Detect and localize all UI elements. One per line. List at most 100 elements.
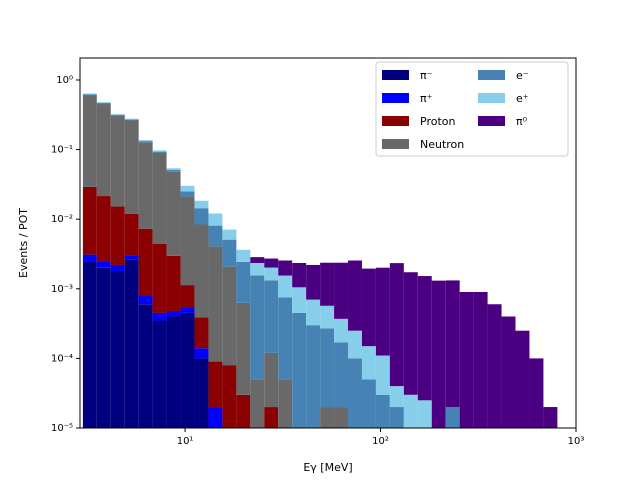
hist-bar bbox=[138, 295, 153, 305]
legend-box bbox=[375, 61, 569, 157]
hist-bar bbox=[361, 268, 376, 347]
hist-bar bbox=[208, 225, 223, 247]
hist-bar bbox=[138, 142, 153, 229]
hist-bar bbox=[152, 243, 167, 313]
hist-bar bbox=[459, 291, 474, 428]
hist-bar bbox=[543, 407, 558, 428]
legend-swatch bbox=[382, 116, 409, 126]
hist-bar bbox=[194, 208, 209, 225]
hist-bar bbox=[236, 302, 251, 395]
hist-bar bbox=[417, 400, 432, 428]
hist-bar bbox=[166, 316, 181, 428]
hist-bar bbox=[348, 260, 362, 331]
hist-bar bbox=[124, 119, 139, 121]
hist-bar bbox=[236, 249, 251, 262]
x-tick-label: 10² bbox=[372, 436, 389, 447]
legend-label: Proton bbox=[420, 115, 455, 128]
plot-frame bbox=[79, 57, 577, 429]
legend-swatch bbox=[478, 116, 505, 126]
hist-bar bbox=[194, 200, 209, 209]
hist-bar bbox=[124, 255, 139, 260]
hist-bar bbox=[194, 317, 209, 349]
hist-bar bbox=[320, 262, 335, 306]
hist-bar bbox=[334, 342, 349, 408]
hist-bar bbox=[278, 260, 293, 276]
y-tick-label: 10⁻⁵ bbox=[51, 423, 73, 434]
hist-bar bbox=[222, 239, 237, 267]
legend-swatch bbox=[382, 139, 409, 149]
hist-bar bbox=[445, 280, 460, 408]
hist-bar bbox=[96, 196, 111, 262]
legend-swatch bbox=[382, 70, 409, 80]
hist-bar bbox=[138, 141, 153, 143]
hist-bar bbox=[180, 191, 195, 197]
hist-bar bbox=[320, 305, 335, 329]
y-tick-label: 10⁻¹ bbox=[51, 145, 73, 156]
hist-bar bbox=[306, 325, 321, 428]
legend-swatch bbox=[382, 93, 409, 103]
hist-bar bbox=[431, 280, 446, 428]
hist-bar bbox=[152, 312, 167, 321]
hist-bar bbox=[292, 312, 307, 428]
hist-bar bbox=[110, 206, 125, 265]
hist-bar bbox=[389, 263, 404, 387]
hist-bar bbox=[361, 379, 376, 428]
hist-bar bbox=[264, 407, 279, 428]
hist-bar bbox=[320, 407, 335, 428]
hist-bar bbox=[278, 379, 293, 428]
hist-bar bbox=[82, 186, 97, 255]
hist-bar bbox=[194, 224, 209, 318]
hist-bar bbox=[96, 103, 111, 105]
hist-bar bbox=[250, 262, 265, 276]
hist-bar bbox=[348, 358, 362, 428]
hist-bar bbox=[320, 328, 335, 408]
y-axis-label: Events / POT bbox=[17, 208, 30, 278]
hist-bar bbox=[306, 264, 321, 300]
hist-bar bbox=[110, 115, 125, 207]
hist-bar bbox=[208, 361, 223, 408]
legend-label: Neutron bbox=[420, 138, 464, 151]
hist-bar bbox=[208, 407, 223, 428]
hist-bar bbox=[138, 304, 153, 428]
hist-bar bbox=[138, 140, 153, 142]
hist-bar bbox=[152, 151, 167, 153]
hist-bar bbox=[348, 330, 362, 359]
hist-bar bbox=[264, 258, 279, 268]
hist-bar bbox=[180, 196, 195, 286]
hist-bar bbox=[208, 213, 223, 226]
hist-bar bbox=[124, 259, 139, 428]
x-axis-label: Eγ [MeV] bbox=[303, 461, 352, 474]
legend-swatch bbox=[478, 93, 505, 103]
hist-bar bbox=[236, 261, 251, 303]
hist-bar bbox=[166, 255, 181, 311]
hist-bar bbox=[389, 407, 404, 428]
hist-bar bbox=[166, 169, 181, 172]
hist-bar bbox=[82, 94, 97, 96]
y-tick-label: 10⁻⁴ bbox=[51, 353, 73, 364]
hist-bar bbox=[208, 246, 223, 362]
hist-bar bbox=[110, 271, 125, 428]
hist-bar bbox=[334, 318, 349, 343]
hist-bar bbox=[473, 291, 488, 428]
hist-bar bbox=[124, 120, 139, 214]
hist-bar bbox=[292, 262, 307, 288]
hist-bar bbox=[180, 285, 195, 308]
hist-bar bbox=[110, 114, 125, 116]
legend-label: π⁰ bbox=[516, 115, 528, 128]
hist-bar bbox=[250, 257, 265, 263]
hist-bar bbox=[515, 330, 530, 428]
hist-bar bbox=[375, 394, 390, 428]
hist-bar bbox=[124, 118, 139, 120]
hist-bar bbox=[96, 104, 111, 197]
hist-bar bbox=[222, 365, 237, 428]
x-tick-label: 10¹ bbox=[177, 436, 194, 447]
hist-bar bbox=[361, 346, 376, 380]
hist-bar bbox=[222, 266, 237, 366]
hist-bar bbox=[180, 307, 195, 313]
hist-bar bbox=[152, 320, 167, 428]
hist-bar bbox=[529, 358, 544, 428]
hist-bar bbox=[417, 276, 432, 401]
hist-bar bbox=[375, 267, 390, 356]
legend-swatch bbox=[478, 70, 505, 80]
